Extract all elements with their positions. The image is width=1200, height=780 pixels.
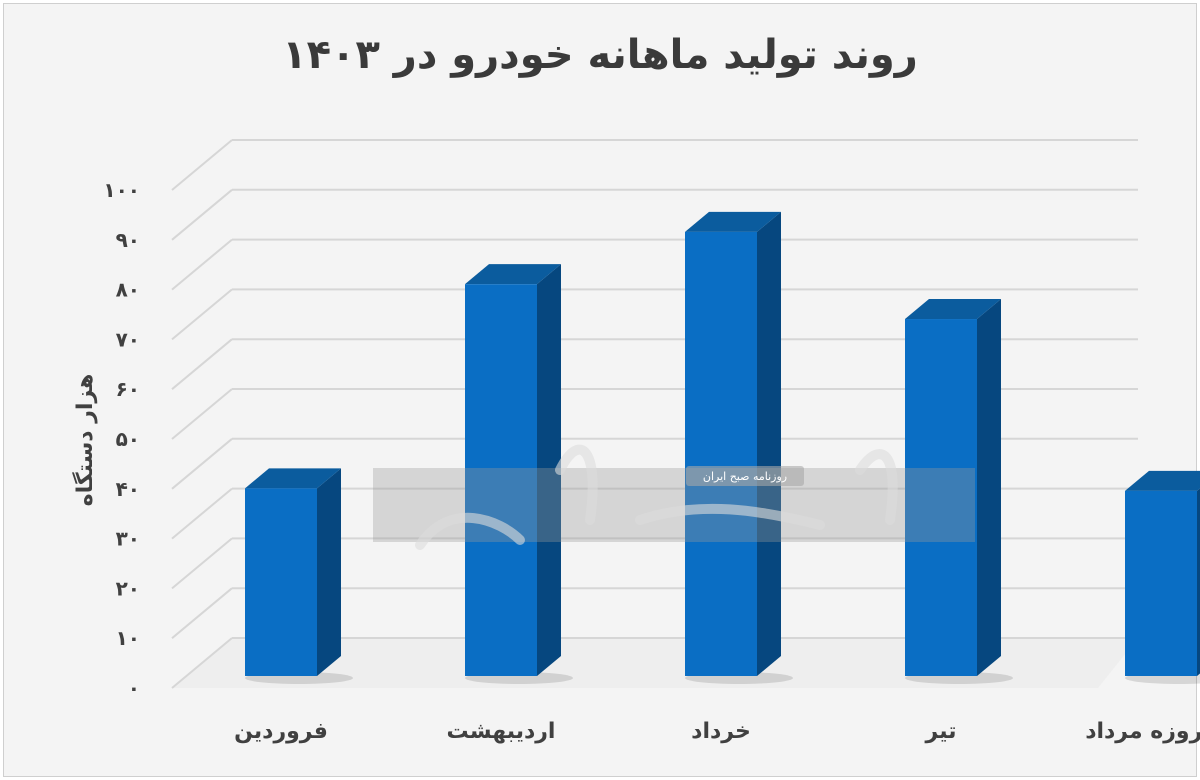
- y-tick-label: ۹۰: [116, 228, 140, 252]
- watermark-band: [373, 468, 975, 542]
- y-tick-label: ۲۰: [116, 576, 140, 600]
- bar-side: [757, 211, 781, 676]
- gridline-depth: [171, 139, 233, 191]
- x-tick-label: خرداد: [691, 719, 751, 744]
- x-axis-labels: فروردین اردیبهشت خرداد تیر ۲۶ روزه مرداد: [234, 719, 1200, 744]
- y-tick-label: ۱۰: [116, 626, 140, 650]
- x-tick-label: اردیبهشت: [447, 719, 556, 744]
- gridline-depth: [171, 487, 233, 540]
- gridline-depth: [171, 238, 233, 291]
- chart-floor: [172, 638, 1138, 688]
- y-axis-label: هزار دستگاه: [71, 374, 98, 507]
- gridline-depth: [171, 637, 233, 689]
- gridline-depth: [171, 338, 233, 390]
- watermark-logo: [415, 444, 898, 550]
- bar-top: [905, 299, 1001, 320]
- bar-top: [245, 468, 341, 489]
- y-tick-label: ۳۰: [116, 527, 140, 551]
- x-tick-label: فروردین: [234, 719, 328, 744]
- bars: [245, 211, 1200, 684]
- y-tick-label: ۸۰: [116, 278, 140, 302]
- gridline-depth: [171, 189, 233, 241]
- gridline-depth: [171, 438, 233, 490]
- chart-walls: [172, 638, 1138, 688]
- watermark-tagline: روزنامه صبح ایران: [703, 470, 787, 483]
- x-tick-label: تیر: [925, 719, 957, 744]
- bar: [465, 264, 573, 684]
- y-tick-label: ۵۰: [116, 427, 140, 451]
- bar-front: [1125, 490, 1197, 676]
- bar-front: [465, 284, 537, 676]
- chart-title: روند تولید ماهانه خودرو در ۱۴۰۳: [282, 32, 918, 78]
- bar-front: [245, 488, 317, 676]
- bar-top: [465, 264, 561, 285]
- bar-side: [1197, 488, 1200, 676]
- bar: [685, 211, 793, 684]
- bar-front: [685, 231, 757, 676]
- bar: [905, 299, 1013, 684]
- bar-side: [317, 468, 341, 676]
- y-tick-label: ۷۰: [116, 327, 140, 351]
- watermark-tag-box: [686, 466, 804, 486]
- y-tick-label: ۴۰: [116, 477, 140, 501]
- watermark: روزنامه صبح ایران: [373, 444, 975, 550]
- gridline-depth: [171, 288, 233, 341]
- x-tick-label: ۲۶ روزه مرداد: [1085, 719, 1200, 744]
- y-tick-label: ۶۰: [116, 377, 140, 401]
- bar-front: [905, 319, 977, 676]
- bar: [1125, 470, 1200, 684]
- bar-top: [1125, 470, 1200, 491]
- y-tick-label: ۰: [128, 676, 140, 700]
- bar-side: [977, 299, 1001, 676]
- y-axis-ticks: ۰ ۱۰ ۲۰ ۳۰ ۴۰ ۵۰ ۶۰ ۷۰ ۸۰ ۹۰ ۱۰۰: [103, 178, 140, 700]
- y-tick-label: ۱۰۰: [103, 178, 140, 202]
- bar: [245, 468, 353, 684]
- gridline-depth: [171, 388, 233, 440]
- gridline-depth: [171, 587, 233, 639]
- gridline-depth: [171, 537, 233, 590]
- bar-side: [537, 264, 561, 676]
- bar-top: [685, 211, 781, 232]
